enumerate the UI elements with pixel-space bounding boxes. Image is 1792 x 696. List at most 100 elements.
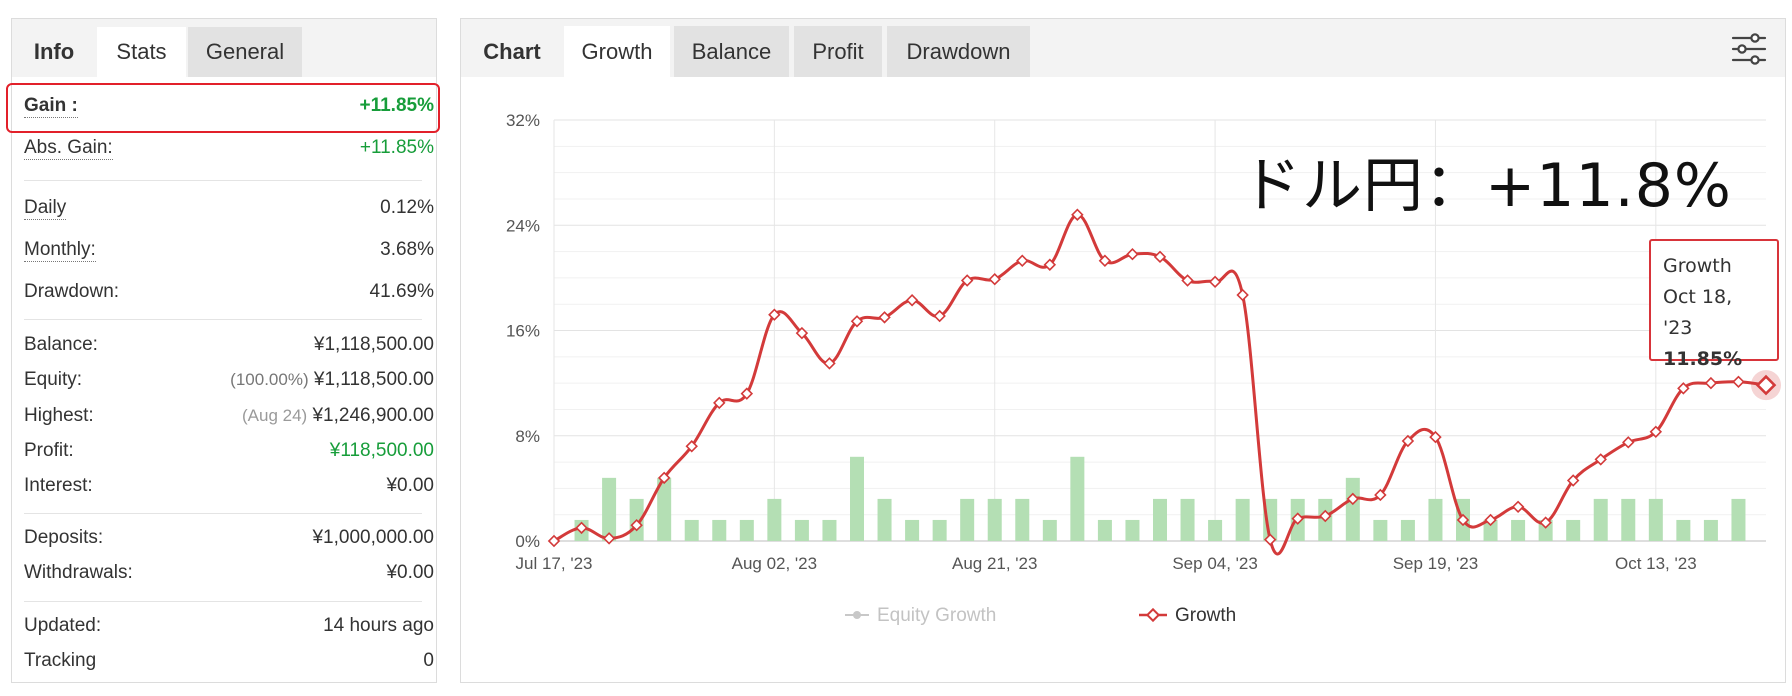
growth-point-marker bbox=[878, 311, 891, 324]
equity-growth-bar bbox=[739, 519, 754, 541]
tab-profit[interactable]: Profit bbox=[794, 26, 882, 77]
growth-point-marker bbox=[685, 440, 698, 453]
x-tick-label: Oct 13, '23 bbox=[1615, 554, 1697, 573]
balance-value: ¥1,118,500.00 bbox=[313, 334, 434, 355]
equity-growth-bar bbox=[1015, 498, 1030, 541]
tab-drawdown[interactable]: Drawdown bbox=[887, 26, 1030, 77]
growth-point-marker bbox=[1401, 434, 1415, 448]
stat-equity: Equity: (100.00%) ¥1,118,500.00 bbox=[24, 363, 434, 397]
growth-point-marker bbox=[1319, 509, 1332, 523]
tab-chart[interactable]: Chart bbox=[483, 39, 541, 64]
growth-point-marker bbox=[1456, 513, 1470, 527]
growth-point-marker bbox=[575, 521, 588, 535]
growth-series-line bbox=[553, 213, 1767, 556]
growth-point-marker bbox=[1755, 374, 1777, 396]
tracking-value: 0 bbox=[423, 650, 434, 671]
growth-point-marker bbox=[1511, 500, 1525, 514]
stat-interest: Interest: ¥0.00 bbox=[24, 469, 434, 503]
x-tick-label: Sep 19, '23 bbox=[1393, 554, 1478, 573]
growth-point-marker bbox=[1043, 258, 1057, 271]
chart-panel: Chart Growth Balance Profit Drawdown 0% 8… bbox=[460, 18, 1786, 683]
growth-point-marker bbox=[547, 534, 561, 548]
tracking-label: Tracking bbox=[24, 650, 97, 671]
tab-growth[interactable]: Growth bbox=[564, 26, 670, 77]
growth-point-marker bbox=[1291, 512, 1304, 525]
equity-growth-bar bbox=[960, 498, 975, 541]
growth-markers bbox=[547, 208, 1781, 548]
tab-general[interactable]: General bbox=[188, 27, 302, 77]
chart-axes: 0% 8% 16% 24% 32% Jul 17, '23 Aug 02, '23 Aug 2… bbox=[506, 111, 1697, 573]
equity-growth-bar bbox=[657, 477, 672, 541]
profit-value: ¥118,500.00 bbox=[329, 440, 434, 461]
equity-growth-bar bbox=[1593, 498, 1608, 541]
y-tick-label: 16% bbox=[506, 322, 540, 341]
tab-balance[interactable]: Balance bbox=[674, 26, 789, 77]
gain-label[interactable]: Gain : bbox=[24, 95, 78, 118]
growth-point-marker bbox=[1181, 274, 1194, 287]
divider bbox=[24, 180, 422, 181]
growth-point-marker bbox=[1126, 247, 1139, 261]
divider bbox=[24, 513, 422, 514]
daily-label[interactable]: Daily bbox=[24, 197, 67, 220]
balance-label: Balance: bbox=[24, 334, 98, 355]
growth-point-marker bbox=[1208, 275, 1222, 289]
y-tick-label: 32% bbox=[506, 111, 540, 130]
equity-growth-bar bbox=[1070, 456, 1085, 541]
growth-point-marker bbox=[1236, 288, 1249, 302]
interest-value: ¥0.00 bbox=[386, 475, 434, 496]
growth-point-marker bbox=[1677, 382, 1690, 395]
gain-highlight-box bbox=[6, 83, 440, 133]
growth-point-marker bbox=[795, 326, 809, 340]
x-tick-label: Jul 17, '23 bbox=[516, 554, 593, 573]
updated-value: 14 hours ago bbox=[323, 615, 434, 636]
growth-point-marker bbox=[988, 272, 1001, 286]
legend-growth[interactable]: Growth bbox=[1139, 605, 1236, 626]
x-tick-label: Sep 04, '23 bbox=[1172, 554, 1257, 573]
updated-label: Updated: bbox=[24, 615, 102, 636]
deposits-label: Deposits: bbox=[24, 527, 104, 548]
growth-point-marker bbox=[1374, 488, 1387, 502]
equity-growth-bar bbox=[602, 477, 617, 541]
divider bbox=[24, 319, 422, 320]
stat-profit: Profit: ¥118,500.00 bbox=[24, 434, 434, 468]
equity-growth-bar bbox=[684, 519, 699, 541]
growth-point-marker bbox=[1346, 492, 1360, 506]
withdrawals-label: Withdrawals: bbox=[24, 562, 133, 583]
gain-value: +11.85% bbox=[359, 95, 435, 116]
stat-tracking: Tracking 0 bbox=[24, 644, 434, 678]
equity-growth-bar bbox=[1483, 519, 1498, 541]
tab-stats[interactable]: Stats bbox=[97, 27, 186, 77]
highest-value: ¥1,246,900.00 bbox=[312, 405, 434, 426]
monthly-label[interactable]: Monthly: bbox=[24, 239, 96, 262]
stat-gain: Gain : +11.85% bbox=[24, 89, 434, 123]
account-stats-panel: Info Stats General Gain : +11.85% Abs. G… bbox=[6, 18, 440, 683]
growth-tooltip: Growth Oct 18, '23 11.85% bbox=[1649, 239, 1779, 370]
legend-equity-label: Equity Growth bbox=[877, 605, 996, 626]
equity-growth-bar bbox=[767, 498, 782, 541]
growth-point-marker bbox=[1153, 250, 1167, 264]
drawdown-value: 41.69% bbox=[369, 281, 434, 302]
growth-chart: 0% 8% 16% 24% 32% Jul 17, '23 Aug 02, '23 Aug 2… bbox=[506, 111, 1781, 626]
monthly-value: 3.68% bbox=[380, 239, 434, 260]
growth-point-marker bbox=[823, 357, 836, 370]
settings-sliders-icon[interactable] bbox=[1729, 29, 1769, 69]
growth-point-marker bbox=[602, 532, 616, 545]
equity-growth-bar bbox=[822, 519, 837, 541]
abs-gain-label[interactable]: Abs. Gain: bbox=[24, 137, 113, 160]
legend-equity-growth[interactable]: Equity Growth bbox=[845, 605, 996, 626]
tab-info[interactable]: Info bbox=[33, 39, 75, 64]
chart-annotation: ドル円：+11.8% bbox=[1241, 151, 1732, 221]
legend-growth-label: Growth bbox=[1175, 605, 1236, 626]
equity-growth-bar bbox=[877, 498, 892, 541]
equity-growth-bar bbox=[1428, 498, 1443, 541]
equity-growth-bar bbox=[1648, 498, 1663, 541]
growth-point-marker bbox=[657, 471, 671, 485]
daily-value: 0.12% bbox=[380, 197, 434, 218]
growth-point-marker bbox=[1539, 516, 1552, 529]
growth-point-marker bbox=[905, 294, 919, 307]
divider bbox=[24, 601, 422, 602]
equity-growth-bar bbox=[1511, 519, 1526, 541]
equity-growth-bar bbox=[1566, 519, 1581, 541]
y-tick-label: 0% bbox=[515, 532, 540, 551]
equity-growth-bars bbox=[574, 456, 1746, 541]
